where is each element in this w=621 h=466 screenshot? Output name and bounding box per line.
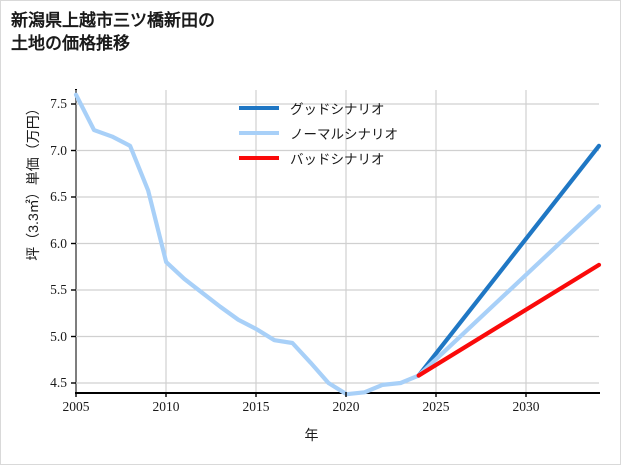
x-axis-title: 年 — [304, 427, 319, 443]
series-line-normal — [416, 204, 602, 378]
legend-label-normal: ノーマルシナリオ — [290, 126, 398, 142]
y-tick-label: 5.0 — [50, 328, 67, 344]
series-lines — [73, 92, 602, 397]
legend-item-good[interactable]: グッドシナリオ — [239, 95, 439, 120]
series-line-good — [416, 143, 602, 378]
y-tick-label: 5.5 — [50, 282, 67, 297]
x-tick-label: 2005 — [62, 399, 90, 414]
y-axis-title: 坪（3.3㎡）単価（万円） — [25, 101, 41, 261]
x-tick-label: 2020 — [332, 399, 360, 414]
legend-label-bad: バッドシナリオ — [290, 151, 385, 167]
x-tick-label: 2010 — [152, 399, 180, 414]
legend-item-bad[interactable]: バッドシナリオ — [239, 145, 439, 170]
legend-swatch-normal — [239, 130, 279, 135]
y-tick-label: 7.5 — [50, 96, 67, 111]
series-line-actual — [73, 92, 421, 397]
gridlines-horizontal — [76, 103, 599, 384]
series-line-bad — [416, 262, 602, 378]
axis-ticks — [71, 103, 527, 397]
legend-swatch-bad — [239, 155, 279, 160]
x-tick-label: 2015 — [242, 399, 270, 414]
page-title: 新潟県上越市三ツ橋新田の 土地の価格推移 — [11, 11, 215, 54]
x-axis-spine — [75, 392, 600, 394]
legend-swatch-good — [239, 105, 279, 110]
legend-label-good: グッドシナリオ — [290, 101, 385, 117]
legend-item-normal[interactable]: ノーマルシナリオ — [239, 120, 439, 145]
y-tick-label: 6.5 — [50, 189, 67, 204]
x-tick-label: 2025 — [422, 399, 450, 414]
y-tick-label: 7.0 — [50, 142, 67, 158]
y-tick-label: 6.0 — [50, 235, 67, 251]
y-tick-label: 4.5 — [50, 375, 67, 390]
chart-legend: グッドシナリオ ノーマルシナリオ バッドシナリオ — [239, 95, 439, 170]
x-tick-label: 2030 — [512, 399, 540, 414]
